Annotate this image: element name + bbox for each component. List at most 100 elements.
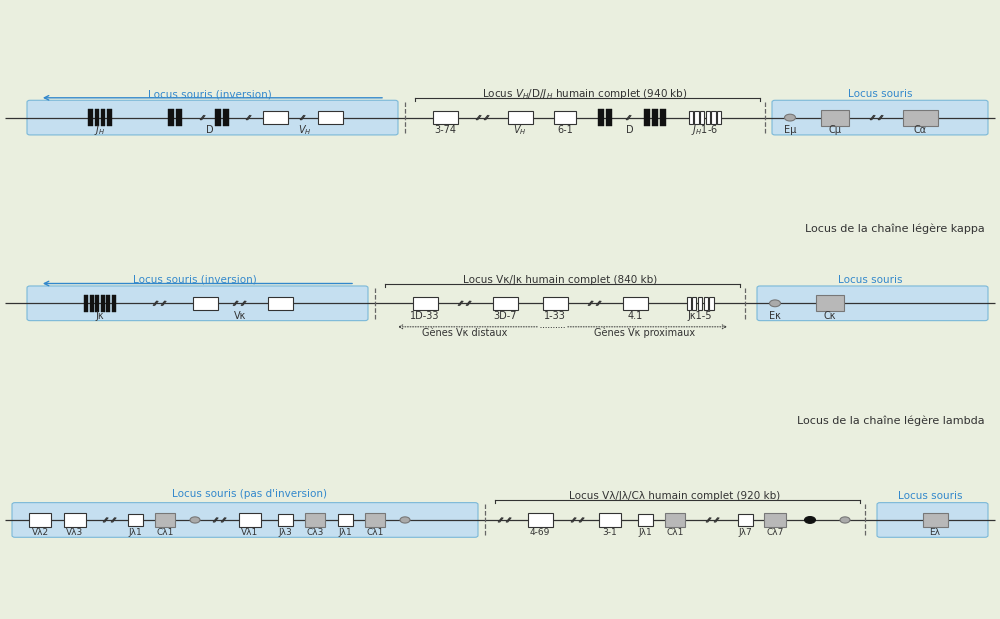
- Bar: [528, 513, 552, 527]
- Text: Vλ2: Vλ2: [31, 529, 49, 537]
- Text: Jλ3: Jλ3: [278, 529, 292, 537]
- FancyBboxPatch shape: [757, 286, 988, 321]
- Text: 3-1: 3-1: [603, 529, 617, 537]
- Bar: [262, 111, 288, 124]
- Bar: [606, 109, 612, 126]
- FancyBboxPatch shape: [772, 100, 988, 135]
- Text: 6-1: 6-1: [557, 125, 573, 135]
- Text: Jκ: Jκ: [96, 311, 104, 321]
- Text: $V_H$: $V_H$: [513, 123, 527, 137]
- Text: Cλ1: Cλ1: [666, 529, 684, 537]
- Bar: [660, 109, 666, 126]
- Text: Locus souris (inversion): Locus souris (inversion): [133, 275, 257, 285]
- Bar: [665, 513, 685, 527]
- Bar: [64, 513, 86, 527]
- Text: Cκ: Cκ: [824, 311, 836, 321]
- Text: Jλ1: Jλ1: [338, 529, 352, 537]
- Bar: [622, 297, 648, 310]
- Bar: [278, 514, 292, 526]
- Text: Eμ: Eμ: [784, 125, 796, 135]
- Circle shape: [770, 300, 780, 306]
- Text: Cλ7: Cλ7: [766, 529, 784, 537]
- Circle shape: [400, 517, 410, 523]
- Text: 1-33: 1-33: [544, 311, 566, 321]
- Bar: [764, 513, 786, 527]
- Text: Vλ1: Vλ1: [241, 529, 259, 537]
- Bar: [706, 111, 710, 124]
- Text: 4-69: 4-69: [530, 529, 550, 537]
- Bar: [711, 111, 716, 124]
- Bar: [704, 297, 708, 310]
- Text: Locus souris (inversion): Locus souris (inversion): [148, 89, 272, 99]
- Bar: [318, 111, 342, 124]
- Text: D: D: [626, 125, 634, 135]
- Circle shape: [840, 517, 850, 523]
- Bar: [542, 297, 568, 310]
- Bar: [155, 513, 175, 527]
- Bar: [717, 111, 721, 124]
- Text: Cμ: Cμ: [828, 125, 842, 135]
- Text: Eλ: Eλ: [930, 529, 940, 537]
- Bar: [598, 109, 604, 126]
- Bar: [821, 110, 849, 126]
- Bar: [95, 109, 99, 126]
- Text: Vκ: Vκ: [234, 311, 246, 321]
- Text: Locus de la chaîne légère lambda: Locus de la chaîne légère lambda: [797, 416, 985, 426]
- Text: $J_H$: $J_H$: [94, 123, 106, 137]
- Text: $V_H$: $V_H$: [298, 123, 312, 137]
- Bar: [29, 513, 51, 527]
- Text: Jλ7: Jλ7: [738, 529, 752, 537]
- Text: Jλ1: Jλ1: [638, 529, 652, 537]
- Bar: [492, 297, 518, 310]
- Text: D: D: [206, 125, 214, 135]
- Bar: [84, 295, 88, 312]
- Bar: [692, 297, 696, 310]
- Bar: [192, 297, 218, 310]
- Bar: [508, 111, 532, 124]
- Bar: [413, 297, 438, 310]
- Bar: [652, 109, 658, 126]
- Text: 3D-7: 3D-7: [493, 311, 517, 321]
- FancyBboxPatch shape: [12, 503, 478, 537]
- Text: $J_H$1-6: $J_H$1-6: [691, 123, 719, 137]
- Text: 4.1: 4.1: [627, 311, 643, 321]
- Bar: [700, 111, 704, 124]
- Text: Jλ1: Jλ1: [128, 529, 142, 537]
- Bar: [88, 109, 93, 126]
- Bar: [128, 514, 143, 526]
- Text: Vλ3: Vλ3: [66, 529, 84, 537]
- Bar: [554, 111, 576, 124]
- Bar: [638, 514, 652, 526]
- Bar: [698, 297, 702, 310]
- Bar: [215, 109, 221, 126]
- Text: Locus de la chaîne légère kappa: Locus de la chaîne légère kappa: [805, 224, 985, 234]
- Text: Locus souris: Locus souris: [898, 491, 962, 501]
- FancyBboxPatch shape: [27, 286, 368, 321]
- Bar: [338, 514, 352, 526]
- FancyBboxPatch shape: [877, 503, 988, 537]
- Circle shape: [804, 516, 816, 523]
- Bar: [365, 513, 385, 527]
- Circle shape: [190, 517, 200, 523]
- Bar: [922, 513, 948, 527]
- Bar: [168, 109, 174, 126]
- Bar: [305, 513, 325, 527]
- Bar: [689, 111, 693, 124]
- Bar: [902, 110, 938, 126]
- Bar: [709, 297, 714, 310]
- Text: Locus Vλ/Jλ/Cλ humain complet (920 kb): Locus Vλ/Jλ/Cλ humain complet (920 kb): [569, 491, 781, 501]
- Text: Gènes Vκ distaux: Gènes Vκ distaux: [422, 328, 508, 338]
- Bar: [239, 513, 261, 527]
- Bar: [90, 295, 94, 312]
- Text: Cλ3: Cλ3: [306, 529, 324, 537]
- Text: Locus souris: Locus souris: [848, 89, 912, 99]
- Bar: [95, 295, 99, 312]
- Bar: [112, 295, 116, 312]
- Text: Jκ1-5: Jκ1-5: [688, 311, 712, 321]
- Bar: [599, 513, 621, 527]
- Text: Cα: Cα: [913, 125, 927, 135]
- Bar: [223, 109, 229, 126]
- Text: Gènes Vκ proximaux: Gènes Vκ proximaux: [594, 328, 696, 338]
- Bar: [101, 295, 105, 312]
- Bar: [694, 111, 699, 124]
